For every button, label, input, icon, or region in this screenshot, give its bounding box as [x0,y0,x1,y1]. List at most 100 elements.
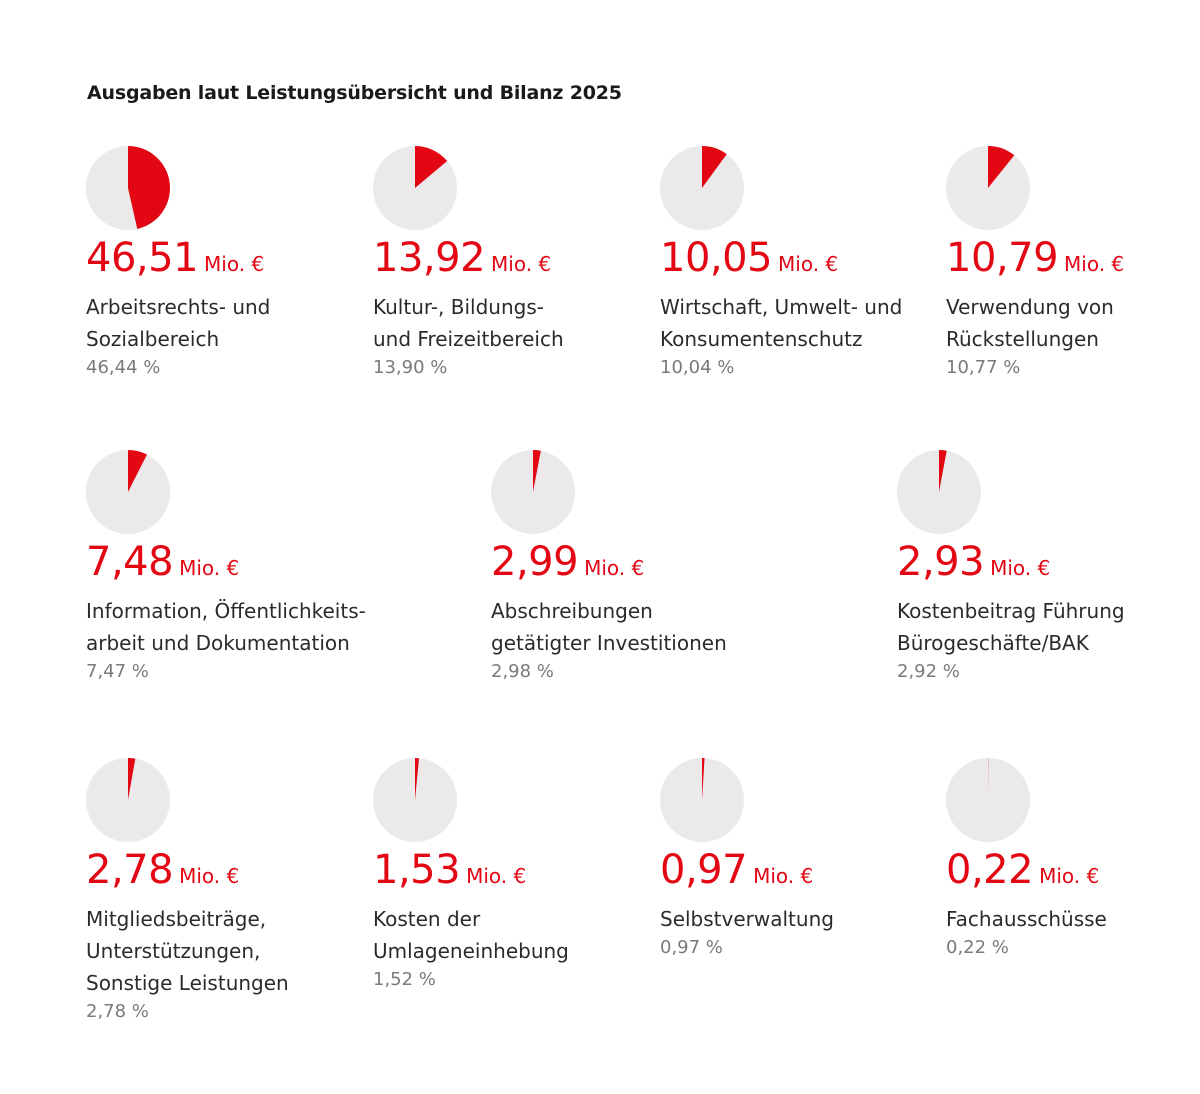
pie-chart [660,146,744,230]
percent-label: 0,97 % [660,937,723,958]
amount-unit: Mio. € [491,252,552,276]
amount-value: 13,92 Mio. € [373,238,551,278]
pie-chart [86,758,170,842]
category-label: Fachausschüsse [946,903,1200,935]
category-label: Selbstverwaltung [660,903,980,935]
pie-chart [373,146,457,230]
amount-number: 7,48 [86,539,174,585]
category-label: Kultur-, Bildungs-und Freizeitbereich [373,291,693,355]
amount-number: 2,93 [897,539,985,585]
category-label-line: getätigter Investitionen [491,631,727,655]
category-label: Abschreibungen getätigter Investitionen [491,595,811,659]
pie-chart [491,450,575,534]
pie-slice [533,450,541,492]
category-label-line: Umlageneinhebung [373,939,569,963]
pie-slice [702,758,705,800]
pie-chart [86,146,171,230]
amount-value: 1,53 Mio. € [373,850,526,890]
category-label-line: Sozialbereich [86,327,220,351]
amount-number: 10,05 [660,235,773,281]
amount-number: 0,22 [946,847,1034,893]
amount-value: 0,22 Mio. € [946,850,1099,890]
category-label-line: arbeit und Dokumentation [86,631,350,655]
pie-slice [702,146,727,188]
amount-unit: Mio. € [753,864,814,888]
category-label: Mitgliedsbeiträge, Unterstützungen, Sonsti… [86,903,406,999]
category-label-line: und Freizeitbereich [373,327,564,351]
category-label-line: Wirtschaft, Umwelt- und [660,295,903,319]
pie-chart [946,758,1030,842]
percent-label: 2,92 % [897,661,960,682]
category-label: Kosten der Umlageneinhebung [373,903,693,967]
pie-slice [128,758,136,800]
amount-value: 2,93 Mio. € [897,542,1050,582]
pie-chart [897,450,981,534]
percent-label: 1,52 % [373,969,436,990]
category-label-line: Verwendung von [946,295,1114,319]
category-label: Wirtschaft, Umwelt- und Konsumentenschutz [660,291,980,355]
category-label-line: Arbeitsrechts- und [86,295,271,319]
amount-value: 2,78 Mio. € [86,850,239,890]
percent-label: 46,44 % [86,357,161,378]
category-label-line: Information, Öffentlichkeits- [86,599,366,623]
amount-value: 2,99 Mio. € [491,542,644,582]
amount-unit: Mio. € [1039,864,1100,888]
category-label-line: Unterstützungen, [86,939,261,963]
category-label-line: Konsumentenschutz [660,327,863,351]
amount-number: 13,92 [373,235,486,281]
category-label: Kostenbeitrag Führung Bürogeschäfte/BAK [897,595,1200,659]
category-label-line: Kostenbeitrag Führung [897,599,1125,623]
percent-label: 10,77 % [946,357,1021,378]
category-label-line: Kultur-, Bildungs- [373,295,544,319]
pie-slice [128,450,147,492]
category-label-line: Selbstverwaltung [660,907,834,931]
amount-number: 0,97 [660,847,748,893]
pie-chart [946,146,1030,230]
category-label-line: Kosten der [373,907,481,931]
pie-background [946,758,1030,842]
amount-number: 2,99 [491,539,579,585]
amount-value: 7,48 Mio. € [86,542,239,582]
pie-chart [373,758,457,842]
pie-slice [939,450,947,492]
category-label: Verwendung von Rückstellungen [946,291,1200,355]
category-label-line: Rückstellungen [946,327,1099,351]
pie-chart [86,450,170,534]
pie-slice [415,758,420,800]
amount-unit: Mio. € [584,556,645,580]
amount-number: 2,78 [86,847,174,893]
amount-number: 1,53 [373,847,461,893]
amount-value: 10,79 Mio. € [946,238,1124,278]
pie-slice [415,146,448,188]
pie-chart [660,758,744,842]
category-label-line: Abschreibungen [491,599,653,623]
percent-label: 0,22 % [946,937,1009,958]
pie-slice [988,758,989,800]
amount-unit: Mio. € [778,252,839,276]
percent-label: 2,98 % [491,661,554,682]
amount-unit: Mio. € [466,864,527,888]
amount-number: 46,51 [86,235,199,281]
amount-unit: Mio. € [179,556,240,580]
percent-label: 13,90 % [373,357,448,378]
percent-label: 2,78 % [86,1001,149,1022]
category-label-line: Fachausschüsse [946,907,1107,931]
category-label-line: Sonstige Leistungen [86,971,289,995]
amount-number: 10,79 [946,235,1059,281]
amount-value: 10,05 Mio. € [660,238,838,278]
category-label: Information, Öffentlichkeits-arbeit und … [86,595,406,659]
pie-slice [988,146,1015,188]
percent-label: 7,47 % [86,661,149,682]
amount-unit: Mio. € [204,252,265,276]
amount-unit: Mio. € [990,556,1051,580]
amount-unit: Mio. € [179,864,240,888]
amount-value: 46,51 Mio. € [86,238,264,278]
percent-label: 10,04 % [660,357,735,378]
category-label-line: Bürogeschäfte/BAK [897,631,1089,655]
category-label-line: Mitgliedsbeiträge, [86,907,267,931]
category-label: Arbeitsrechts- und Sozialbereich [86,291,406,355]
amount-value: 0,97 Mio. € [660,850,813,890]
amount-unit: Mio. € [1064,252,1125,276]
chart-title: Ausgaben laut Leistungsübersicht und Bil… [87,82,622,104]
pie-slice [128,146,171,229]
